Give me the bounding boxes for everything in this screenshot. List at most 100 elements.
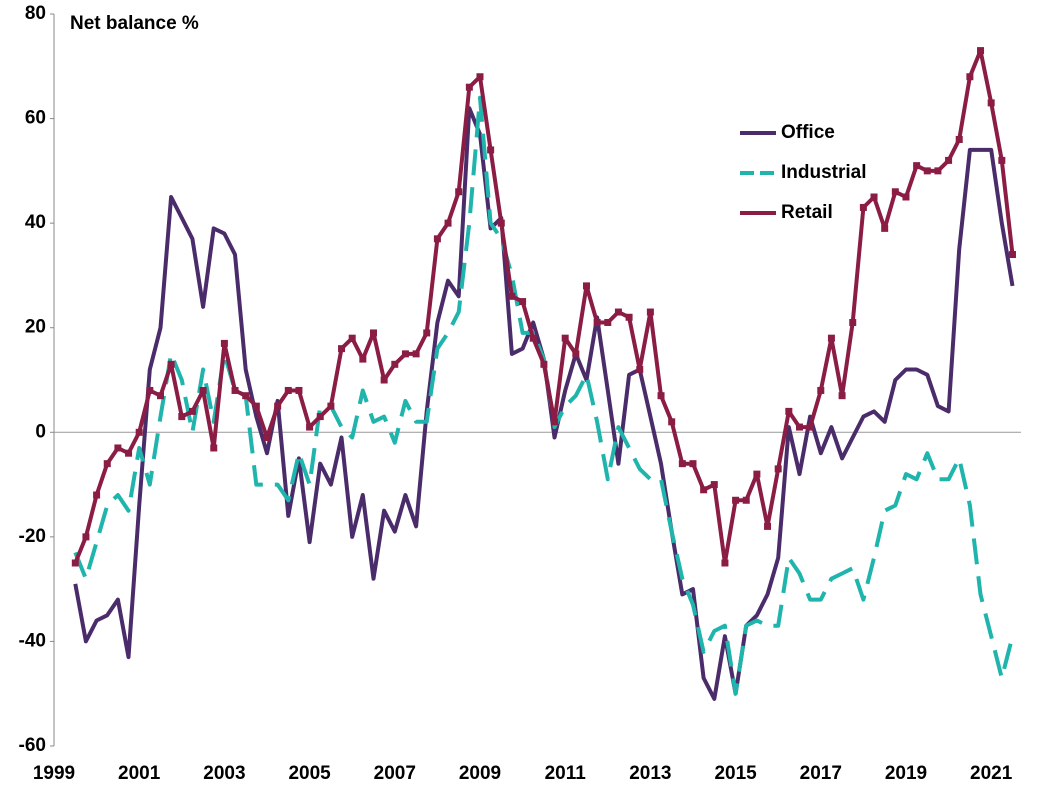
y-tick-label: 20 <box>25 317 46 338</box>
series-marker <box>146 386 154 394</box>
series-marker <box>252 402 260 410</box>
y-tick-label: -40 <box>19 630 46 651</box>
series-marker <box>125 449 133 457</box>
series-marker <box>199 386 207 394</box>
y-tick-label: -60 <box>19 735 46 756</box>
series-marker <box>646 308 654 316</box>
x-tick-label: 2011 <box>545 763 587 784</box>
series-marker <box>977 47 985 55</box>
series-marker <box>795 423 803 431</box>
series-marker <box>881 224 889 232</box>
series-marker <box>551 418 559 426</box>
series-marker <box>614 308 622 316</box>
y-axis-label: Net balance % <box>70 13 199 34</box>
series-marker <box>902 193 910 201</box>
series-marker <box>945 156 953 164</box>
series-marker <box>838 392 846 400</box>
series-marker <box>274 402 282 410</box>
series-marker <box>753 470 761 478</box>
series-marker <box>604 318 612 326</box>
series-marker <box>913 162 921 170</box>
series-marker <box>955 135 963 143</box>
series-marker <box>572 350 580 358</box>
series-marker <box>369 329 377 337</box>
series-marker <box>242 392 250 400</box>
x-tick-label: 2007 <box>374 763 416 784</box>
series-marker <box>764 522 772 530</box>
series-marker <box>316 413 324 421</box>
series-marker <box>859 203 867 211</box>
series-marker <box>465 83 473 91</box>
legend-label: Industrial <box>781 162 867 183</box>
series-marker <box>338 345 346 353</box>
y-tick-label: 40 <box>25 212 46 233</box>
series-marker <box>156 392 164 400</box>
series-marker <box>401 350 409 358</box>
series-marker <box>412 350 420 358</box>
series-marker <box>561 334 569 342</box>
series-marker <box>934 167 942 175</box>
series-marker <box>508 292 516 300</box>
series-marker <box>817 386 825 394</box>
series-marker <box>806 423 814 431</box>
x-tick-label: 2005 <box>288 763 331 784</box>
legend-label: Office <box>781 122 835 143</box>
legend-label: Retail <box>781 202 833 223</box>
series-marker <box>497 219 505 227</box>
series-marker <box>593 318 601 326</box>
x-tick-label: 2019 <box>885 763 927 784</box>
series-marker <box>348 334 356 342</box>
series-marker <box>689 460 697 468</box>
x-tick-label: 2015 <box>714 763 757 784</box>
series-marker <box>167 360 175 368</box>
series-marker <box>657 392 665 400</box>
series-line <box>73 48 1015 565</box>
series-marker <box>178 413 186 421</box>
series-marker <box>93 491 101 499</box>
series-marker <box>71 559 79 567</box>
series-marker <box>391 360 399 368</box>
series-marker <box>519 298 527 306</box>
series-marker <box>1008 251 1016 259</box>
series-marker <box>327 402 335 410</box>
series-marker <box>433 235 441 243</box>
series-marker <box>721 559 729 567</box>
series-marker <box>849 318 857 326</box>
series-marker <box>987 99 995 107</box>
series-marker <box>135 428 143 436</box>
series-marker <box>487 146 495 154</box>
series-marker <box>923 167 931 175</box>
y-tick-label: -20 <box>19 526 46 547</box>
series-marker <box>188 407 196 415</box>
y-tick-label: 60 <box>25 108 46 129</box>
x-tick-label: 2003 <box>203 763 245 784</box>
series-marker <box>114 444 122 452</box>
series-marker <box>966 73 974 81</box>
series-marker <box>891 188 899 196</box>
series-marker <box>625 313 633 321</box>
series-marker <box>295 386 303 394</box>
x-tick-label: 2009 <box>459 763 501 784</box>
series-marker <box>380 376 388 384</box>
series-marker <box>827 334 835 342</box>
x-tick-label: 2021 <box>970 763 1013 784</box>
series-marker <box>423 329 431 337</box>
series-marker <box>732 496 740 504</box>
series-marker <box>774 465 782 473</box>
series-marker <box>529 334 537 342</box>
series-marker <box>678 460 686 468</box>
series-marker <box>103 460 111 468</box>
series-marker <box>870 193 878 201</box>
series-marker <box>476 73 484 81</box>
series-line <box>73 95 1015 696</box>
series-marker <box>82 533 90 541</box>
series-marker <box>306 423 314 431</box>
x-tick-label: 2017 <box>800 763 842 784</box>
series-marker <box>455 188 463 196</box>
series-marker <box>998 156 1006 164</box>
x-tick-label: 2013 <box>629 763 671 784</box>
series-marker <box>231 386 239 394</box>
series-marker <box>742 496 750 504</box>
series-marker <box>582 282 590 290</box>
